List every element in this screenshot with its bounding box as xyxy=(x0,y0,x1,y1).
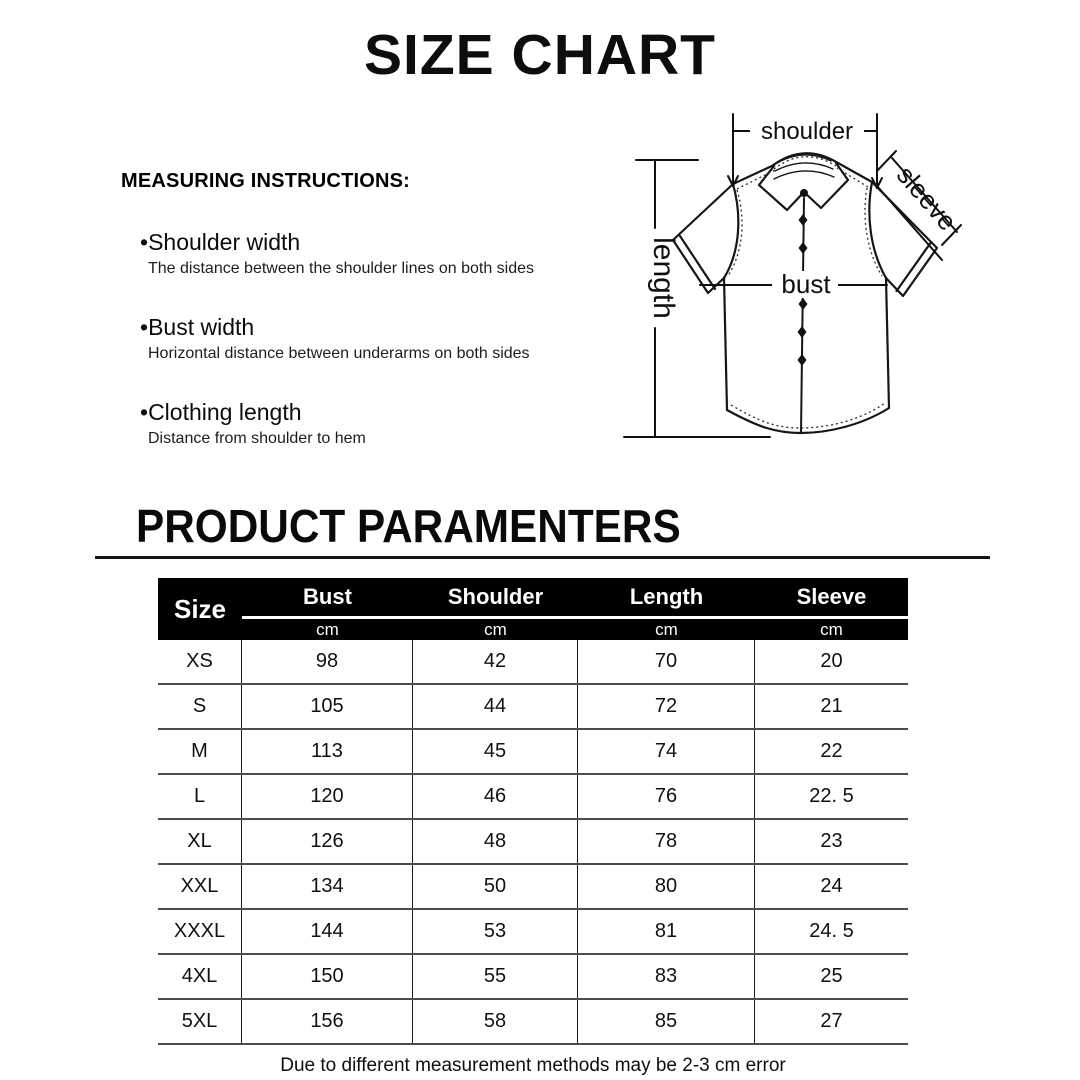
instruction-title-text: Bust width xyxy=(148,314,255,340)
cell-bust: 98 xyxy=(242,640,413,683)
instruction-description: Distance from shoulder to hem xyxy=(148,430,366,447)
cell-sleeve: 25 xyxy=(820,965,843,987)
section-underline xyxy=(95,556,990,559)
size-table: Size Bust Shoulder Length Sleeve cm cm c… xyxy=(158,578,908,1080)
cell-length: 74 xyxy=(578,730,755,773)
instruction-item-bust: •Bust width Horizontal distance between … xyxy=(121,314,601,363)
column-header-length: Length xyxy=(629,584,704,609)
cell-length: 83 xyxy=(578,955,755,998)
cell-sleeve: 22. 5 xyxy=(809,785,854,807)
bust-label: bust xyxy=(781,269,831,299)
cell-bust: 105 xyxy=(242,685,413,728)
cell-shoulder: 46 xyxy=(413,775,578,818)
cell-size: 4XL xyxy=(158,955,242,998)
instruction-title: •Bust width xyxy=(140,314,601,341)
table-header: Size Bust Shoulder Length Sleeve cm cm c… xyxy=(158,578,908,640)
table-row: L 120 46 76 22. 5 xyxy=(158,775,908,820)
cell-size: L xyxy=(158,775,242,818)
table-body: XS 98 42 70 20 S 105 44 72 21 M 113 45 7… xyxy=(158,640,908,1045)
cell-length: 76 xyxy=(578,775,755,818)
cell-length: 80 xyxy=(578,865,755,908)
cell-bust: 134 xyxy=(242,865,413,908)
cell-sleeve: 20 xyxy=(820,650,843,672)
instruction-title-text: Clothing length xyxy=(148,399,302,425)
cell-shoulder: 45 xyxy=(413,730,578,773)
bullet-icon: • xyxy=(140,399,149,425)
table-row: XL 126 48 78 23 xyxy=(158,820,908,865)
cell-sleeve: 27 xyxy=(820,1010,843,1032)
cell-size: 5XL xyxy=(158,1000,242,1043)
unit-label: cm xyxy=(820,619,843,639)
cell-size: XS xyxy=(158,640,242,683)
cell-shoulder: 58 xyxy=(413,1000,578,1043)
cell-bust: 144 xyxy=(242,910,413,953)
cell-size: M xyxy=(158,730,242,773)
column-header-bust: Bust xyxy=(303,584,352,609)
table-row: XXL 134 50 80 24 xyxy=(158,865,908,910)
cell-shoulder: 50 xyxy=(413,865,578,908)
instruction-item-shoulder: •Shoulder width The distance between the… xyxy=(121,229,601,278)
cell-length: 85 xyxy=(578,1000,755,1043)
cell-size: S xyxy=(158,685,242,728)
measurement-disclaimer: Due to different measurement methods may… xyxy=(158,1045,908,1080)
shirt-measurement-diagram: shoulder length bust sleeve xyxy=(600,100,1000,470)
stitch-lines xyxy=(727,156,886,429)
cell-size: XXXL xyxy=(158,910,242,953)
size-column-header: Size xyxy=(173,593,227,624)
sleeve-label: sleeve xyxy=(891,160,963,236)
shoulder-label: shoulder xyxy=(761,118,853,145)
cell-shoulder: 48 xyxy=(413,820,578,863)
cell-sleeve: 22 xyxy=(820,740,843,762)
cell-length: 70 xyxy=(578,640,755,683)
cell-sleeve: 21 xyxy=(820,695,843,717)
unit-label: cm xyxy=(655,619,678,639)
shoulder-label-backing xyxy=(750,117,864,145)
cell-sleeve: 24 xyxy=(820,875,843,897)
bullet-icon: • xyxy=(140,314,149,340)
cell-length: 81 xyxy=(578,910,755,953)
column-header-sleeve: Sleeve xyxy=(796,584,867,609)
table-row: 5XL 156 58 85 27 xyxy=(158,1000,908,1045)
table-row: XS 98 42 70 20 xyxy=(158,640,908,685)
cell-shoulder: 42 xyxy=(413,640,578,683)
instruction-title: •Shoulder width xyxy=(140,229,601,256)
shirt-outline xyxy=(671,152,939,435)
cell-size: XXL xyxy=(158,865,242,908)
cell-shoulder: 44 xyxy=(413,685,578,728)
cell-sleeve: 24. 5 xyxy=(809,920,854,942)
table-row: S 105 44 72 21 xyxy=(158,685,908,730)
cell-length: 72 xyxy=(578,685,755,728)
bust-label-backing xyxy=(772,271,838,298)
instructions-heading: MEASURING INSTRUCTIONS: xyxy=(121,170,411,192)
cell-bust: 120 xyxy=(242,775,413,818)
cell-size: XL xyxy=(158,820,242,863)
cell-bust: 126 xyxy=(242,820,413,863)
measurement-column-headers: Bust Shoulder Length Sleeve cm cm cm cm xyxy=(242,578,908,640)
length-label: length xyxy=(647,237,680,319)
instruction-description: The distance between the shoulder lines … xyxy=(148,260,535,277)
page-title: SIZE CHART xyxy=(364,23,716,87)
instruction-title-text: Shoulder width xyxy=(148,229,301,255)
table-row: M 113 45 74 22 xyxy=(158,730,908,775)
instruction-item-length: •Clothing length Distance from shoulder … xyxy=(121,399,601,448)
table-row: 4XL 150 55 83 25 xyxy=(158,955,908,1000)
cell-bust: 113 xyxy=(242,730,413,773)
section-heading: PRODUCT PARAMENTERS xyxy=(136,500,681,552)
cell-bust: 150 xyxy=(242,955,413,998)
unit-label: cm xyxy=(484,619,507,639)
bullet-icon: • xyxy=(140,229,149,255)
cell-length: 78 xyxy=(578,820,755,863)
cell-shoulder: 53 xyxy=(413,910,578,953)
instruction-title: •Clothing length xyxy=(140,399,601,426)
unit-label: cm xyxy=(316,619,339,639)
instruction-description: Horizontal distance between underarms on… xyxy=(148,345,530,362)
cell-shoulder: 55 xyxy=(413,955,578,998)
column-header-shoulder: Shoulder xyxy=(447,584,544,609)
table-row: XXXL 144 53 81 24. 5 xyxy=(158,910,908,955)
cell-bust: 156 xyxy=(242,1000,413,1043)
cell-sleeve: 23 xyxy=(820,830,843,852)
measuring-instructions: MEASURING INSTRUCTIONS: •Shoulder width … xyxy=(121,170,601,448)
